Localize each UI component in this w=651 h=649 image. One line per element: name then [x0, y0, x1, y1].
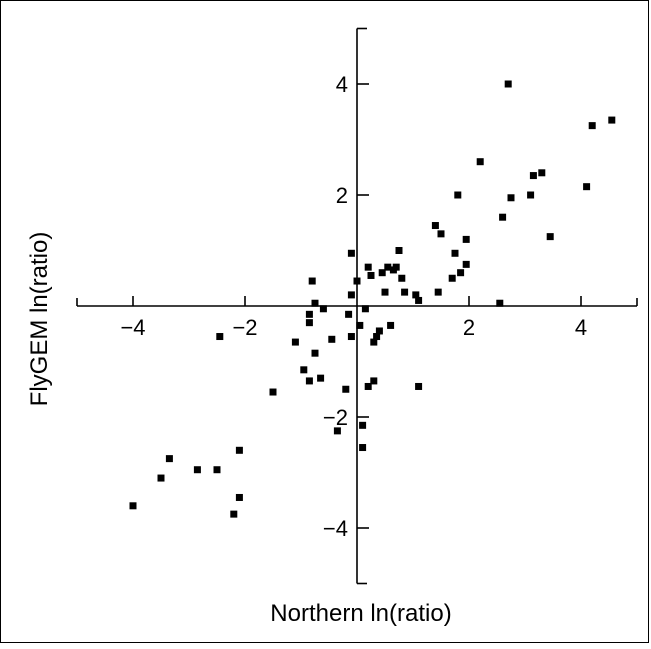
data-point — [347, 333, 355, 341]
data-point — [353, 277, 361, 285]
y-tick-label: 4 — [336, 72, 348, 97]
data-point — [476, 158, 484, 166]
data-point — [496, 299, 504, 307]
data-point — [347, 249, 355, 257]
x-tick-label: 2 — [463, 315, 475, 340]
data-point — [364, 382, 372, 390]
data-point — [359, 444, 367, 452]
data-point — [527, 191, 535, 199]
x-tick-label: −2 — [232, 315, 257, 340]
data-point — [387, 321, 395, 329]
y-tick-label: −2 — [323, 405, 348, 430]
data-point — [588, 122, 596, 130]
y-axis-title: FlyGEM ln(ratio) — [26, 232, 53, 407]
data-point — [317, 374, 325, 382]
data-point — [462, 260, 470, 268]
data-point — [504, 80, 512, 88]
data-point — [367, 271, 375, 279]
data-point — [300, 366, 308, 374]
data-point — [305, 310, 313, 318]
data-point — [157, 474, 165, 482]
data-point — [308, 277, 316, 285]
data-point — [375, 327, 383, 335]
data-point — [538, 169, 546, 177]
data-point — [434, 288, 442, 296]
data-point — [392, 263, 400, 271]
data-point — [415, 296, 423, 304]
x-tick-label: 4 — [575, 315, 587, 340]
data-point — [381, 288, 389, 296]
data-point — [378, 269, 386, 277]
data-point — [507, 194, 515, 202]
data-point — [361, 305, 369, 313]
data-point — [319, 305, 327, 313]
data-point — [216, 333, 224, 341]
data-point — [395, 247, 403, 254]
data-point — [230, 510, 238, 518]
data-point — [431, 222, 439, 230]
x-tick-label: −4 — [120, 315, 145, 340]
data-point — [359, 421, 367, 429]
data-point — [364, 263, 372, 271]
data-point — [291, 338, 299, 346]
data-point — [373, 333, 381, 341]
x-axis-title: Northern ln(ratio) — [270, 600, 451, 627]
data-point — [451, 249, 459, 257]
data-point — [345, 310, 353, 318]
data-point — [457, 269, 465, 277]
data-point — [448, 274, 456, 282]
data-point — [311, 299, 319, 307]
data-point — [437, 230, 445, 238]
data-point — [370, 377, 378, 385]
data-point — [328, 335, 336, 343]
data-point — [305, 319, 313, 327]
data-point — [370, 338, 378, 346]
data-point — [129, 502, 137, 510]
data-point — [401, 288, 409, 296]
data-point — [213, 466, 221, 474]
y-tick-label: −4 — [323, 516, 348, 541]
data-point — [356, 321, 364, 329]
data-point — [311, 349, 319, 357]
y-tick-label: 2 — [336, 183, 348, 208]
data-point — [235, 446, 243, 454]
data-point — [235, 493, 243, 501]
data-point — [165, 455, 173, 463]
data-point — [412, 291, 420, 299]
data-point — [398, 274, 406, 282]
data-point — [454, 191, 462, 199]
data-point — [546, 233, 554, 241]
data-point — [415, 382, 423, 390]
data-point — [269, 388, 277, 396]
data-point — [193, 466, 201, 474]
data-point — [347, 291, 355, 299]
data-point — [384, 263, 392, 271]
data-point — [333, 427, 341, 435]
data-point — [583, 183, 591, 191]
data-point — [342, 385, 350, 393]
data-point — [608, 116, 616, 124]
data-point — [462, 235, 470, 243]
data-point — [499, 213, 507, 221]
data-point — [529, 172, 537, 180]
data-point — [305, 377, 313, 385]
